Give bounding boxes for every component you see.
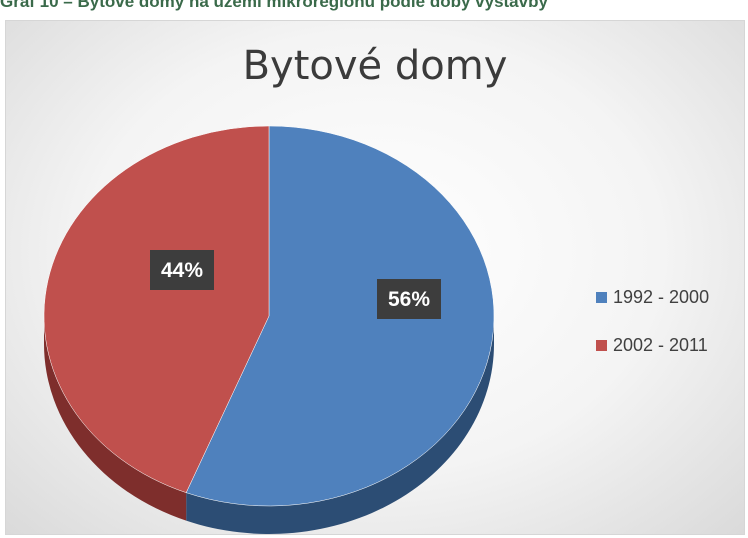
data-label-box: [377, 279, 441, 319]
legend-label: 2002 - 2011: [613, 334, 708, 355]
pie-slice-2002-2011: [43, 125, 270, 493]
pie-slice-1992-2000: [185, 125, 495, 507]
legend-item-2002-2011: 2002 - 2011: [596, 334, 709, 356]
legend: 1992 - 2000 2002 - 2011: [596, 286, 709, 382]
figure-caption: Graf 10 – Bytové domy na území mikroregi…: [0, 0, 548, 11]
legend-swatch-2002-2011: [596, 339, 607, 351]
legend-item-1992-2000: 1992 - 2000: [596, 286, 709, 308]
data-label: 56%: [388, 288, 430, 311]
chart-area: 56% 44% Bytové domy 1992 - 2000 2002 - 20…: [5, 20, 745, 535]
pie-side-1992-2000: [186, 316, 494, 534]
data-label-box: [150, 250, 214, 290]
legend-swatch-1992-2000: [596, 291, 607, 303]
legend-label: 1992 - 2000: [613, 286, 710, 307]
chart-title: Bytové domy: [242, 43, 508, 89]
pie-side-2002-2011: [44, 316, 187, 521]
pie-chart: 56% 44%: [43, 125, 495, 534]
data-label: 44%: [161, 259, 203, 282]
